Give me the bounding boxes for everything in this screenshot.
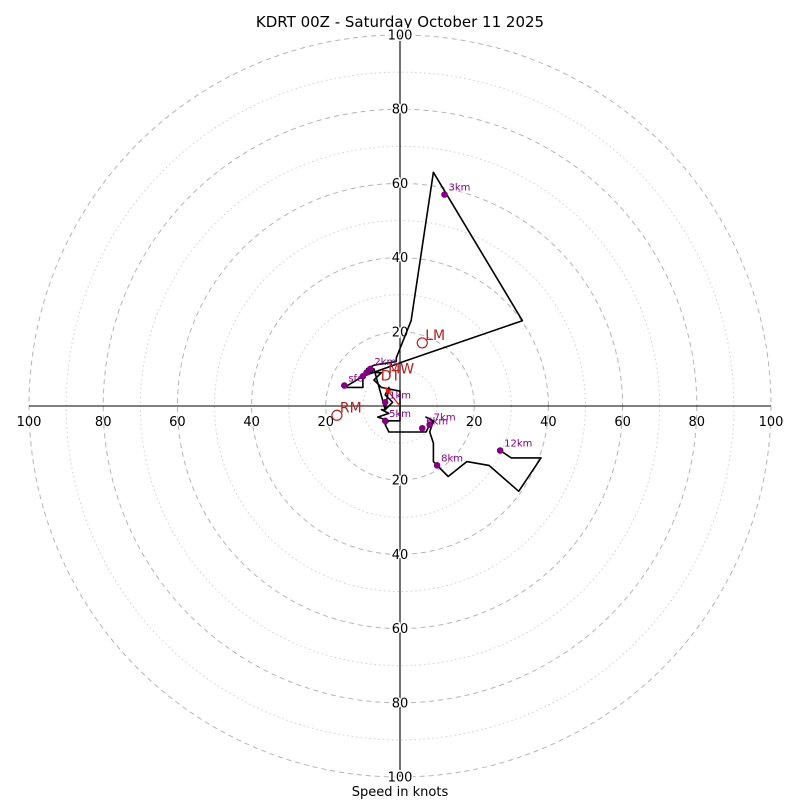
tick-label-vertical-100-up: 100 bbox=[388, 29, 413, 44]
storm-motion-rm-label: RM bbox=[340, 400, 362, 416]
height-marker-sfc bbox=[341, 382, 348, 389]
tick-label-vertical-80-up: 80 bbox=[392, 103, 409, 118]
height-marker-12km bbox=[496, 447, 504, 454]
tick-label-horizontal-60-left: 60 bbox=[169, 415, 186, 430]
tick-label-vertical-40-up: 40 bbox=[392, 251, 409, 266]
tick-label-vertical-60-down: 60 bbox=[392, 622, 409, 637]
tick-label-horizontal-20-left: 20 bbox=[318, 415, 335, 430]
tick-label-vertical-20-down: 20 bbox=[392, 474, 409, 489]
hodograph-trace-line bbox=[343, 171, 542, 493]
tick-label-horizontal-100-left: 100 bbox=[17, 415, 42, 430]
tick-label-horizontal-40-left: 40 bbox=[243, 415, 260, 430]
height-marker-5km bbox=[381, 417, 389, 425]
height-label-6km: 6km bbox=[426, 416, 448, 427]
height-label-3km: 3km bbox=[449, 183, 471, 194]
height-label-1km: 1km bbox=[389, 390, 411, 401]
tick-label-vertical-60-up: 60 bbox=[392, 177, 409, 192]
storm-motion-rm-marker bbox=[331, 409, 343, 421]
tick-label-horizontal-20-right: 20 bbox=[466, 415, 483, 430]
tick-label-horizontal-60-right: 60 bbox=[614, 415, 631, 430]
height-label-sfc: sfc bbox=[348, 374, 362, 385]
height-label-5km: 5km bbox=[389, 409, 411, 420]
height-marker-1km bbox=[381, 398, 389, 406]
tick-label-horizontal-40-right: 40 bbox=[540, 415, 557, 430]
height-marker-unlabeled-10 bbox=[359, 373, 367, 380]
chart-title: KDRT 00Z - Saturday October 11 2025 bbox=[256, 13, 544, 31]
tick-label-horizontal-80-left: 80 bbox=[95, 415, 112, 430]
height-label-8km: 8km bbox=[441, 453, 463, 464]
wind-trace bbox=[343, 171, 542, 493]
height-label-2km: 2km bbox=[374, 357, 396, 368]
height-label-7km: 7km bbox=[434, 413, 456, 424]
mean-motion-arrowhead bbox=[385, 387, 392, 395]
storm-motion-lm-marker bbox=[416, 337, 428, 349]
storm-motion-lm-label: LM bbox=[425, 328, 445, 344]
height-label-12km: 12km bbox=[504, 439, 532, 450]
storm-motion-dt-label: DT bbox=[381, 369, 401, 385]
tick-label-vertical-40-down: 40 bbox=[392, 548, 409, 563]
tick-label-vertical-80-down: 80 bbox=[392, 696, 409, 711]
height-marker-7km bbox=[426, 421, 433, 428]
height-marker-6km bbox=[418, 424, 426, 432]
x-axis-label: Speed in knots bbox=[352, 785, 449, 800]
tick-label-horizontal-100-right: 100 bbox=[759, 415, 784, 430]
height-marker-8km bbox=[433, 462, 441, 469]
tick-label-horizontal-80-right: 80 bbox=[689, 415, 706, 430]
storm-motion-mw-label: MW bbox=[388, 361, 414, 377]
tick-label-vertical-100-down: 100 bbox=[388, 771, 413, 786]
height-marker-3km bbox=[441, 191, 448, 198]
